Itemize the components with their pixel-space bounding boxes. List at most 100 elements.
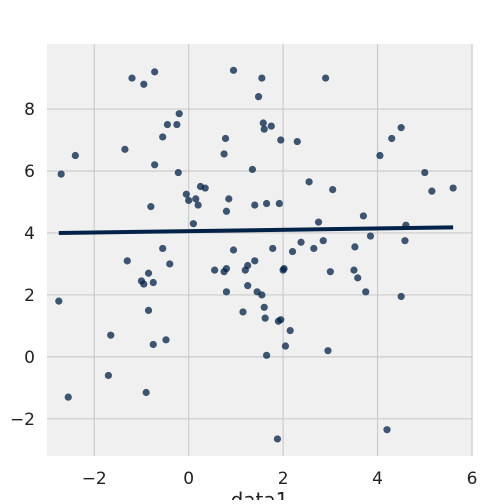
- y-tick-label: 0: [24, 348, 35, 368]
- data-point: [354, 274, 362, 282]
- data-point: [324, 347, 332, 355]
- data-point: [71, 151, 79, 160]
- data-point: [222, 207, 231, 215]
- data-point: [449, 184, 457, 192]
- x-tick-label: 2: [278, 469, 289, 489]
- y-tick-label: −2: [10, 410, 35, 430]
- fit-line: [58, 225, 454, 235]
- grid: [47, 44, 473, 456]
- data-point: [388, 134, 396, 143]
- data-point: [140, 80, 148, 88]
- x-tick-label: 0: [183, 469, 194, 489]
- data-point: [174, 168, 182, 177]
- data-point: [251, 201, 259, 209]
- data-point: [305, 178, 313, 186]
- data-point: [280, 264, 288, 273]
- data-point: [286, 326, 294, 335]
- data-point: [259, 119, 267, 127]
- data-point: [329, 185, 337, 194]
- data-point: [55, 297, 63, 305]
- data-point: [147, 203, 155, 211]
- data-point: [288, 247, 297, 256]
- data-point: [281, 342, 290, 350]
- data-point: [162, 336, 170, 344]
- data-point: [225, 195, 233, 203]
- data-point: [121, 145, 129, 153]
- data-point: [173, 120, 181, 129]
- data-point: [428, 187, 436, 195]
- data-point: [229, 246, 238, 254]
- data-point: [104, 371, 112, 380]
- data-point: [397, 124, 405, 132]
- data-point: [267, 122, 275, 130]
- data-point: [362, 288, 370, 296]
- data-point: [57, 170, 65, 178]
- fit-line-group: [58, 225, 454, 235]
- data-point: [350, 266, 358, 274]
- data-point: [185, 196, 193, 205]
- data-point: [326, 268, 334, 276]
- data-point: [383, 426, 391, 434]
- scatter-points: [55, 66, 457, 443]
- data-point: [166, 260, 174, 268]
- data-point: [248, 165, 257, 174]
- data-point: [64, 393, 72, 401]
- data-point: [277, 316, 285, 324]
- data-point: [144, 306, 153, 315]
- data-point: [142, 388, 150, 397]
- data-point: [175, 110, 183, 118]
- y-tick-label: 6: [24, 162, 35, 182]
- data-point: [222, 264, 231, 273]
- y-tick-label: 2: [24, 286, 35, 306]
- data-point: [244, 261, 252, 270]
- data-point: [275, 199, 283, 208]
- data-point: [192, 195, 200, 203]
- data-point: [221, 134, 230, 143]
- data-point: [140, 280, 148, 288]
- data-point: [151, 68, 159, 76]
- data-point: [397, 292, 405, 301]
- data-point: [293, 137, 301, 146]
- data-point: [258, 291, 266, 299]
- data-point: [149, 278, 157, 287]
- x-axis-label: data1: [231, 488, 289, 500]
- plot-area: [47, 44, 472, 456]
- data-point: [229, 66, 238, 74]
- data-point: [189, 220, 197, 228]
- data-point: [144, 269, 153, 277]
- x-tick-label: 4: [372, 469, 383, 489]
- data-point: [163, 120, 172, 129]
- data-point: [310, 244, 318, 253]
- y-tick-label: 8: [24, 100, 35, 120]
- data-point: [421, 168, 429, 177]
- data-point: [149, 340, 157, 349]
- data-point: [251, 257, 259, 265]
- data-point: [260, 303, 268, 311]
- data-point: [277, 136, 285, 144]
- data-point: [273, 435, 282, 443]
- data-point: [194, 201, 202, 209]
- tick-labels: −2 0 2 4 6 −2 0 2 4 6 8: [10, 100, 477, 489]
- data-point: [351, 243, 359, 251]
- data-point: [359, 212, 367, 220]
- x-tick-label: −2: [82, 469, 107, 489]
- data-point: [297, 238, 305, 246]
- data-point: [319, 237, 327, 245]
- data-point: [159, 244, 167, 253]
- data-point: [107, 331, 115, 339]
- x-tick-label: 6: [467, 469, 478, 489]
- data-point: [201, 184, 209, 192]
- data-point: [269, 244, 277, 253]
- data-point: [366, 232, 375, 240]
- data-point: [128, 74, 136, 82]
- data-point: [260, 125, 268, 133]
- data-point: [220, 150, 228, 158]
- data-point: [159, 133, 167, 141]
- data-point: [401, 237, 409, 245]
- data-point: [254, 93, 263, 101]
- data-point: [123, 257, 131, 265]
- data-point: [151, 161, 159, 169]
- data-point: [244, 282, 252, 290]
